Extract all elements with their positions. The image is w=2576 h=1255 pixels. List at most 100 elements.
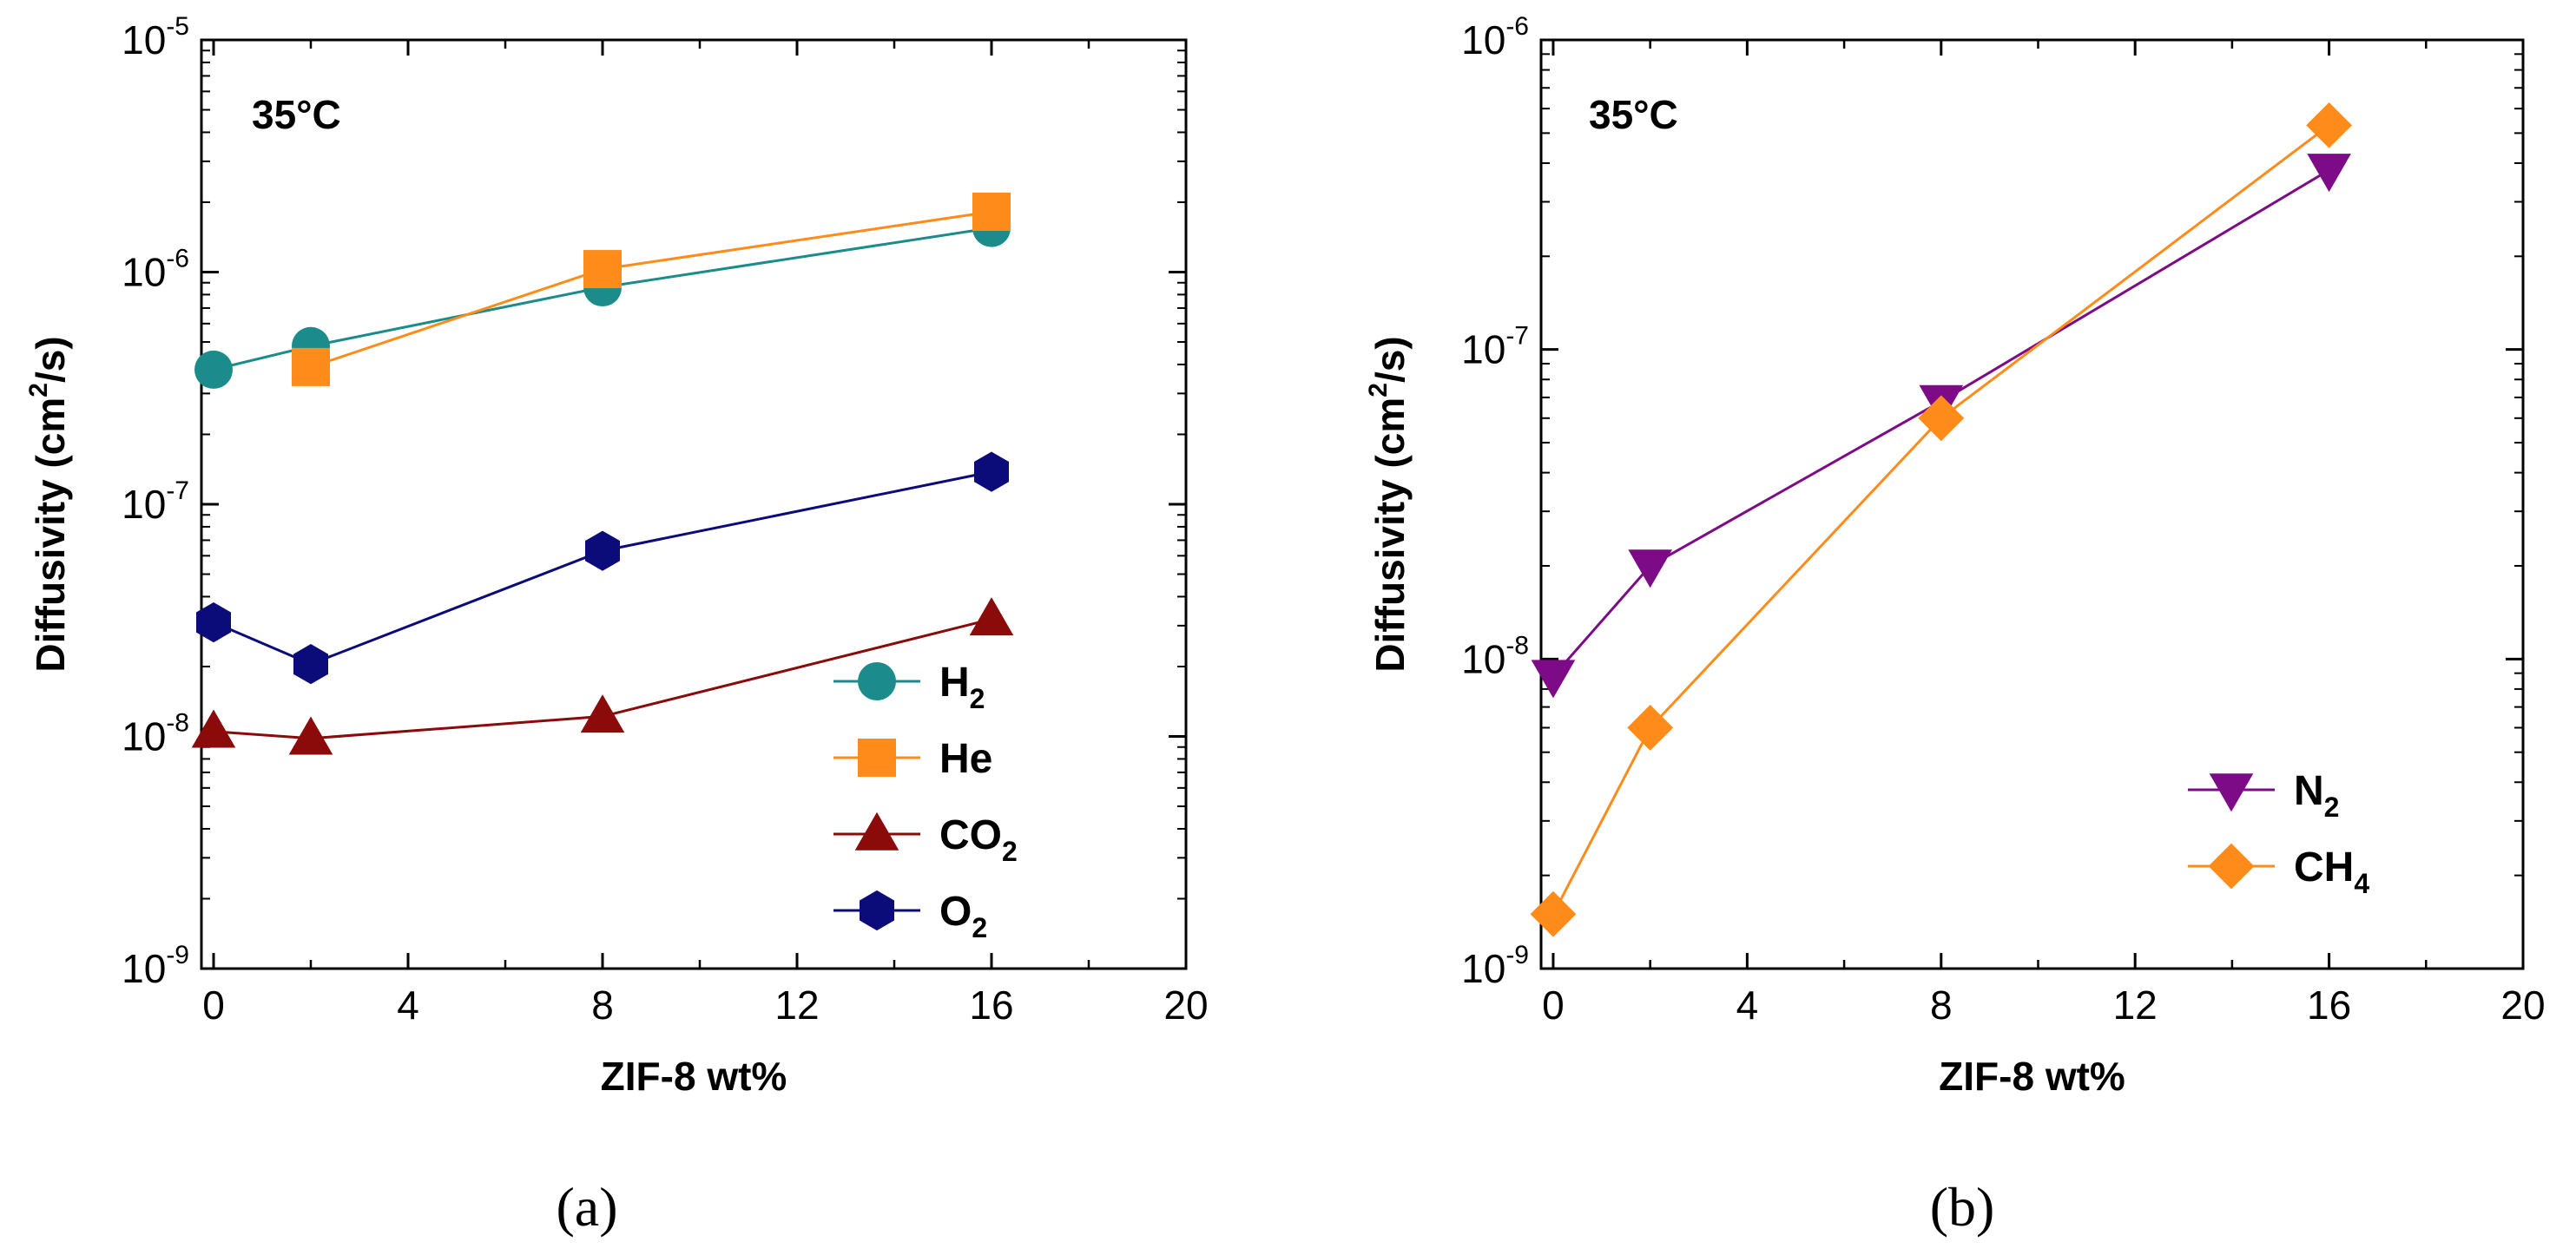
legend-entry-o2: O2 — [833, 889, 987, 943]
y-tick-base: 10 — [122, 946, 166, 991]
series-line — [213, 617, 992, 740]
data-point — [580, 694, 625, 733]
y-tick-exponent: -9 — [166, 941, 189, 969]
data-point — [293, 644, 328, 685]
legend-label-text: H — [939, 660, 970, 706]
y-tick-label: 10-7 — [122, 476, 189, 527]
series-line — [1552, 168, 2330, 678]
legend-label: CO2 — [939, 812, 1018, 867]
data-point — [972, 192, 1011, 231]
data-point — [2307, 154, 2351, 193]
legend-label: He — [939, 736, 992, 782]
legend-label: CH4 — [2294, 844, 2369, 899]
y-tick-base: 10 — [122, 482, 166, 527]
data-point — [974, 451, 1009, 492]
data-point — [196, 602, 231, 643]
legend-label-subscript: 2 — [970, 683, 985, 714]
series-line — [310, 210, 992, 369]
x-tick-label: 4 — [1736, 982, 1759, 1028]
x-tick-label: 12 — [2113, 982, 2158, 1028]
y-tick-label: 10-5 — [122, 12, 189, 62]
x-tick-label: 0 — [1542, 982, 1565, 1028]
x-tick-label: 16 — [969, 982, 1013, 1028]
y-tick-exponent: -6 — [166, 245, 189, 273]
y-axis-title-units: /s) — [28, 336, 73, 383]
y-axis-title-text: Diffusivity (cm — [1367, 398, 1413, 673]
y-tick-base: 10 — [1461, 946, 1505, 991]
legend-label: H2 — [939, 660, 985, 714]
data-point — [194, 350, 233, 389]
data-point — [585, 530, 620, 571]
y-tick-exponent: -6 — [1505, 12, 1529, 41]
x-tick-label: 0 — [202, 982, 225, 1028]
y-tick-label: 10-7 — [1461, 322, 1529, 372]
y-tick-label: 10-8 — [1461, 631, 1529, 681]
y-tick-base: 10 — [1461, 327, 1505, 372]
data-point — [1918, 395, 1965, 442]
legend-marker — [858, 739, 896, 777]
y-tick-exponent: -9 — [1505, 941, 1529, 969]
series-line — [213, 227, 992, 371]
y-tick-exponent: -8 — [166, 709, 189, 738]
x-tick-label: 20 — [2500, 982, 2545, 1028]
x-axis-title: ZIF-8 wt% — [1939, 1054, 2125, 1099]
y-tick-label: 10-6 — [122, 245, 189, 295]
legend-entry-co2: CO2 — [833, 811, 1018, 867]
data-point — [288, 716, 333, 755]
y-tick-exponent: -5 — [166, 12, 189, 41]
y-axis-title-superscript: 2 — [1364, 383, 1393, 398]
series-line — [213, 470, 992, 666]
x-axis-title: ZIF-8 wt% — [601, 1054, 787, 1099]
series-line — [1552, 124, 2330, 915]
x-tick-label: 8 — [1930, 982, 1953, 1028]
panel-label: (a) — [556, 1176, 617, 1238]
legend-label-subscript: 2 — [2324, 792, 2340, 823]
x-tick-label: 8 — [591, 982, 614, 1028]
y-axis-title: Diffusivity (cm2/s) — [24, 336, 73, 672]
y-tick-exponent: -8 — [1505, 631, 1529, 660]
y-tick-label: 10-6 — [1461, 12, 1529, 62]
legend-label: N2 — [2294, 768, 2339, 823]
x-tick-label: 16 — [2307, 982, 2351, 1028]
series-co2 — [191, 597, 1014, 755]
legend-label-text: O — [939, 889, 972, 935]
legend-label-subscript: 2 — [972, 912, 987, 943]
legend-entry-he: He — [833, 736, 992, 782]
y-tick-base: 10 — [1461, 17, 1505, 62]
legend-label-text: CO — [939, 812, 1002, 858]
legend-label-subscript: 4 — [2354, 868, 2369, 899]
x-tick-label: 4 — [397, 982, 419, 1028]
x-tick-label: 20 — [1163, 982, 1208, 1028]
y-tick-exponent: -7 — [1505, 322, 1529, 351]
data-point — [583, 250, 622, 289]
data-point — [969, 597, 1014, 636]
y-axis-title: Diffusivity (cm2/s) — [1364, 336, 1413, 672]
y-tick-base: 10 — [1461, 636, 1505, 681]
series-o2 — [196, 451, 1009, 685]
x-tick-label: 12 — [774, 982, 819, 1028]
y-tick-label: 10-8 — [122, 709, 189, 759]
y-axis-title-units: /s) — [1367, 336, 1413, 383]
legend-marker — [2209, 773, 2254, 812]
y-tick-label: 10-9 — [122, 941, 189, 991]
data-point — [1531, 660, 1576, 699]
panel-label: (b) — [1930, 1176, 1995, 1238]
legend-marker — [2208, 843, 2255, 890]
plot-frame — [1539, 38, 2525, 970]
temperature-annotation: 35°C — [252, 92, 341, 137]
legend-marker — [860, 890, 894, 931]
series-he — [292, 192, 1011, 386]
legend-entry-ch4: CH4 — [2188, 843, 2369, 899]
legend-label-subscript: 2 — [1002, 836, 1018, 867]
legend-entry-h2: H2 — [833, 660, 985, 714]
plot-frame — [200, 38, 1188, 970]
legend-entry-n2: N2 — [2188, 768, 2339, 823]
temperature-annotation: 35°C — [1589, 92, 1678, 137]
y-tick-exponent: -7 — [166, 476, 189, 505]
y-tick-base: 10 — [122, 250, 166, 295]
legend: N2 CH4 — [2188, 768, 2369, 899]
